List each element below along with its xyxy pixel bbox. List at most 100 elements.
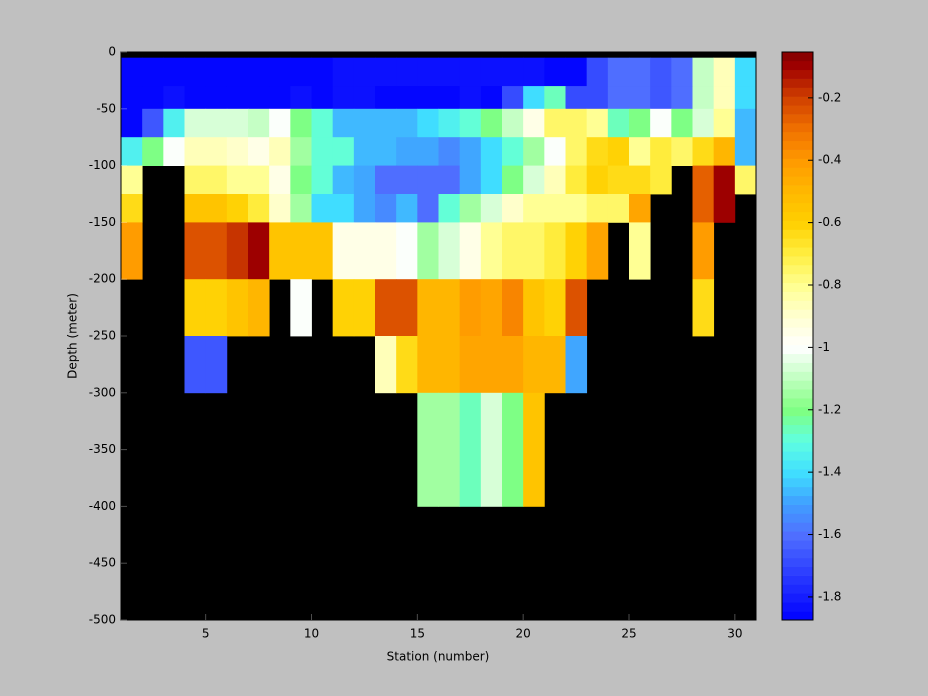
heatmap-cell [205, 137, 228, 166]
heatmap-cell [163, 86, 185, 110]
heatmap-cell [396, 86, 418, 110]
heatmap-cell [417, 194, 439, 223]
y-tick-label: -100 [89, 158, 116, 172]
heatmap-cell [163, 108, 185, 138]
heatmap-cell [205, 336, 228, 394]
colorbar-swatch [782, 87, 813, 97]
heatmap-cell [629, 57, 651, 87]
colorbar-swatch [782, 362, 813, 372]
colorbar-swatch [782, 593, 813, 603]
heatmap-cell [248, 108, 270, 138]
heatmap-cell [459, 222, 482, 280]
colorbar-swatch [782, 52, 813, 62]
colorbar-swatch [782, 318, 813, 328]
heatmap-cell [269, 222, 291, 280]
heatmap-cell [523, 86, 545, 110]
heatmap-cell [629, 165, 651, 195]
y-tick-label: -500 [89, 613, 116, 627]
heatmap-cell [332, 108, 355, 138]
colorbar-tick-label: -0.8 [818, 278, 841, 292]
heatmap-cell [671, 108, 693, 138]
colorbar-tick-label: -0.2 [818, 90, 841, 104]
heatmap-cell [692, 137, 715, 166]
heatmap-cell [438, 194, 461, 223]
heatmap-cell [353, 194, 376, 223]
colorbar-swatch [782, 442, 813, 452]
heatmap-cell [396, 165, 418, 195]
heatmap-cell [226, 222, 249, 280]
colorbar-swatch [782, 220, 813, 230]
heatmap-cell [375, 165, 397, 195]
heatmap-cell [692, 222, 715, 280]
x-tick-label: 20 [516, 627, 531, 641]
heatmap-cell [290, 108, 312, 138]
x-tick-label: 10 [304, 627, 319, 641]
colorbar-swatch [782, 238, 813, 248]
colorbar-swatch [782, 336, 813, 346]
heatmap-cell [523, 194, 545, 223]
colorbar-swatch [782, 522, 813, 532]
heatmap-cell [523, 137, 545, 166]
heatmap-cell [650, 108, 672, 138]
heatmap-cell [184, 279, 207, 337]
colorbar-swatch [782, 575, 813, 585]
heatmap-cell [121, 194, 143, 223]
heatmap-cell [269, 137, 291, 166]
heatmap-cell [629, 194, 651, 223]
colorbar-swatch [782, 291, 813, 301]
colorbar-swatch [782, 300, 813, 310]
heatmap-cell [269, 57, 291, 87]
heatmap-cell [205, 165, 228, 195]
colorbar-swatch [782, 327, 813, 337]
heatmap-cell [607, 194, 630, 223]
heatmap-cell [629, 86, 651, 110]
heatmap-cell [375, 279, 397, 337]
heatmap-cell [671, 57, 693, 87]
heatmap-cell [226, 165, 249, 195]
heatmap-cell [565, 279, 588, 337]
heatmap-cell [544, 336, 566, 394]
heatmap-cell [713, 165, 736, 195]
heatmap-cell [438, 279, 461, 337]
heatmap-cell [417, 336, 439, 394]
heatmap-cell [353, 222, 376, 280]
heatmap-cell [459, 137, 482, 166]
heatmap-cell [459, 279, 482, 337]
heatmap-cell [692, 86, 715, 110]
heatmap-cell [396, 137, 418, 166]
heatmap-cell [142, 137, 164, 166]
colorbar-swatch [782, 273, 813, 284]
colorbar-swatch [782, 176, 813, 186]
colorbar-swatch [782, 158, 813, 168]
heatmap-cell [459, 194, 482, 223]
heatmap-cell [290, 194, 312, 223]
colorbar-swatch [782, 131, 813, 142]
y-tick-label: 0 [108, 45, 116, 59]
heatmap-cell [544, 86, 566, 110]
heatmap-cell [480, 194, 503, 223]
heatmap-cell [438, 137, 461, 166]
heatmap-cell [417, 222, 439, 280]
colorbar-swatch [782, 415, 813, 426]
heatmap-cell [713, 57, 736, 87]
heatmap-cell [734, 108, 757, 138]
heatmap-cell [523, 279, 545, 337]
heatmap-cell [184, 108, 207, 138]
heatmap-cell [713, 108, 736, 138]
heatmap-cell [290, 279, 312, 337]
heatmap-cell [438, 222, 461, 280]
heatmap-cell [184, 86, 207, 110]
heatmap-cell [121, 137, 143, 166]
heatmap-cell [544, 108, 566, 138]
heatmap-cell [226, 57, 249, 87]
heatmap-cell [523, 222, 545, 280]
heatmap-cell [375, 194, 397, 223]
heatmap-cell [502, 222, 524, 280]
heatmap-cell [226, 137, 249, 166]
heatmap-cell [269, 86, 291, 110]
heatmap-cell [459, 392, 482, 507]
heatmap-cell [184, 194, 207, 223]
heatmap-cell [586, 165, 609, 195]
heatmap-cell [205, 194, 228, 223]
